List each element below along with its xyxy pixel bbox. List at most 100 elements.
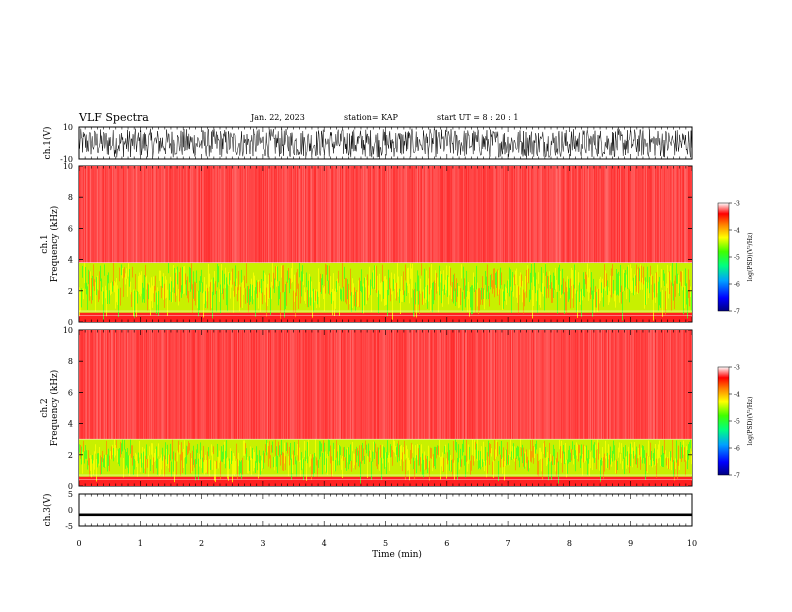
ch1-spectrogram-mid-texture [396, 282, 397, 301]
ch2-spectrogram-mid-texture [172, 439, 173, 460]
ch2-spectrogram-streak [315, 330, 316, 440]
ch1-spectrogram-mid-texture [544, 286, 545, 311]
ch1-spectrogram-streak [385, 166, 386, 263]
ch1-spectrogram-streak [85, 166, 86, 263]
ch1-spectrogram-streak [627, 166, 628, 263]
ch1-spectrogram-mid-texture [297, 269, 298, 289]
ch2-spectrogram-mid-texture [110, 451, 111, 460]
ch1-spectrogram-streak [156, 166, 157, 263]
ch2-spectrogram-streak [113, 330, 114, 440]
ch1-spectrogram-streak [437, 166, 438, 263]
ch1-spectrogram-streak [395, 166, 396, 263]
ch2-spectrogram-mid-texture [109, 455, 110, 472]
ch1-spectrogram-mid-texture [686, 283, 687, 305]
ch2-spectrogram-mid-texture [525, 451, 526, 467]
ch1-spectrogram-streak [409, 166, 410, 263]
ch2-spectrogram-mid-texture [324, 442, 325, 465]
ch2-spectrogram-streak [684, 330, 685, 440]
ch1-spectrogram-streak [226, 166, 227, 263]
ch1-spectrogram-streak [522, 166, 523, 263]
ch1-spectrogram-streak [616, 166, 617, 263]
ch1-spectrogram-mid-texture [280, 292, 281, 319]
ch2-spectrogram-streak [490, 330, 491, 440]
ch2-spectrogram-streak [263, 330, 264, 440]
ch1-spectrogram-mid-texture [539, 288, 540, 305]
ch3-waveform-frame [78, 493, 693, 527]
ch2-spectrogram-mid-texture [99, 446, 100, 466]
ch1-spectrogram-streak [538, 166, 539, 263]
ch1-spectrogram-streak [302, 166, 303, 263]
ch1-spectrogram-streak [373, 166, 374, 263]
ch2-spectrogram-streak [524, 330, 525, 440]
ch1-spectrogram-streak [329, 166, 330, 263]
ch1-spectrogram-streak [257, 166, 258, 263]
ch1-spectrogram-streak [464, 166, 465, 263]
ch1-spectrogram-streak [654, 166, 655, 263]
ch2-spectrogram-mid-texture [396, 447, 397, 455]
ch2-spectrogram-mid-texture [180, 454, 181, 476]
ch2-spectrogram-mid-texture [420, 457, 421, 472]
ch2-spectrogram-mid-texture [318, 459, 319, 468]
ch1-spectrogram-streak [130, 166, 131, 263]
ch1-spectrogram-mid-texture [499, 289, 500, 306]
ch2-spectrogram-mid-texture [380, 445, 381, 458]
ch2-spectrogram-streak [120, 330, 121, 440]
ch1-spectrogram-mid-texture [128, 263, 129, 277]
ch2-spectrogram-streak [276, 330, 277, 440]
ch2-spectrogram-mid-texture [434, 446, 435, 467]
ch2-spectrogram-mid-texture [373, 441, 374, 452]
ch2-spectrogram-streak [410, 330, 411, 440]
ch2-spectrogram-streak [564, 330, 565, 440]
ch1-spectrogram-streak [354, 166, 355, 263]
ch2-spectrogram-streak [83, 330, 84, 440]
ch1-spectrogram-streak [431, 166, 432, 263]
ch1-spectrogram-streak [268, 166, 269, 263]
ch2-spectrogram-streak [129, 330, 130, 440]
ch1-spectrogram-mid-texture [658, 281, 659, 311]
ch2-spectrogram-streak [538, 330, 539, 440]
ch2-spectrogram-mid-texture [266, 439, 267, 456]
ch2-spectrogram-streak [636, 330, 637, 440]
ch1-spectrogram-mid-texture [141, 271, 142, 294]
ch2-spectrogram-streak [428, 330, 429, 440]
ch2-spectrogram-streak [153, 330, 154, 440]
ch2-spectrogram-mid-texture [660, 457, 661, 467]
ch1-spectrogram-mid-texture [493, 268, 494, 289]
ch2-spectrogram-streak [195, 330, 196, 440]
ch2-spectrogram-streak [106, 330, 107, 440]
ch2-spectrogram-mid-texture [281, 439, 282, 456]
ch1-spectrogram-mid-texture [461, 264, 462, 279]
ch1-spectrogram-streak [312, 166, 313, 263]
ch1-spectrogram-streak [629, 166, 630, 263]
ch2-spectrogram-mid-texture [209, 458, 210, 477]
ch2-spectrogram-mid-texture [322, 452, 323, 475]
ch2-spectrogram-mid-texture [455, 439, 456, 451]
ch1-spectrogram-streak [179, 166, 180, 263]
ch2-spectrogram-streak [179, 330, 180, 440]
ch1-spectrogram-streak [202, 166, 203, 263]
ch2-spectrogram-streak [476, 330, 477, 440]
ch2-spectrogram-streak [500, 330, 501, 440]
ch1-spectrogram-mid-texture [462, 291, 463, 312]
ch2-spectrogram-mid-texture [563, 445, 564, 454]
ch1-spectrogram-streak [284, 166, 285, 263]
ch2-spectrogram-mid-texture [282, 451, 283, 471]
ch2-spectrogram-mid-texture [116, 440, 117, 448]
ch1-spectrogram-mid-texture [315, 290, 316, 301]
ch2-spectrogram-mid-texture [376, 451, 377, 467]
ch1-spectrogram-streak [281, 166, 282, 263]
ch2-spectrogram-mid-texture [140, 458, 141, 473]
ch2-spectrogram-streak [491, 330, 492, 440]
ch2-spectrogram-mid-texture [308, 440, 309, 457]
ch1-spectrogram-streak [628, 166, 629, 263]
ch1-spectrogram-streak [313, 166, 314, 263]
ch2-spectrogram-mid-texture [124, 439, 125, 450]
ch2-spectrogram-mid-texture [302, 458, 303, 469]
ch2-spectrogram-streak [98, 330, 99, 440]
ch1-spectrogram-mid-texture [112, 281, 113, 292]
ch2-spectrogram-mid-texture [679, 458, 680, 470]
ch2-spectrogram-mid-texture [171, 461, 172, 477]
ch1-spectrogram-mid-texture [104, 264, 105, 276]
ch2-spectrogram-mid-texture [223, 444, 224, 460]
ch1-spectrogram-mid-texture [469, 291, 470, 317]
